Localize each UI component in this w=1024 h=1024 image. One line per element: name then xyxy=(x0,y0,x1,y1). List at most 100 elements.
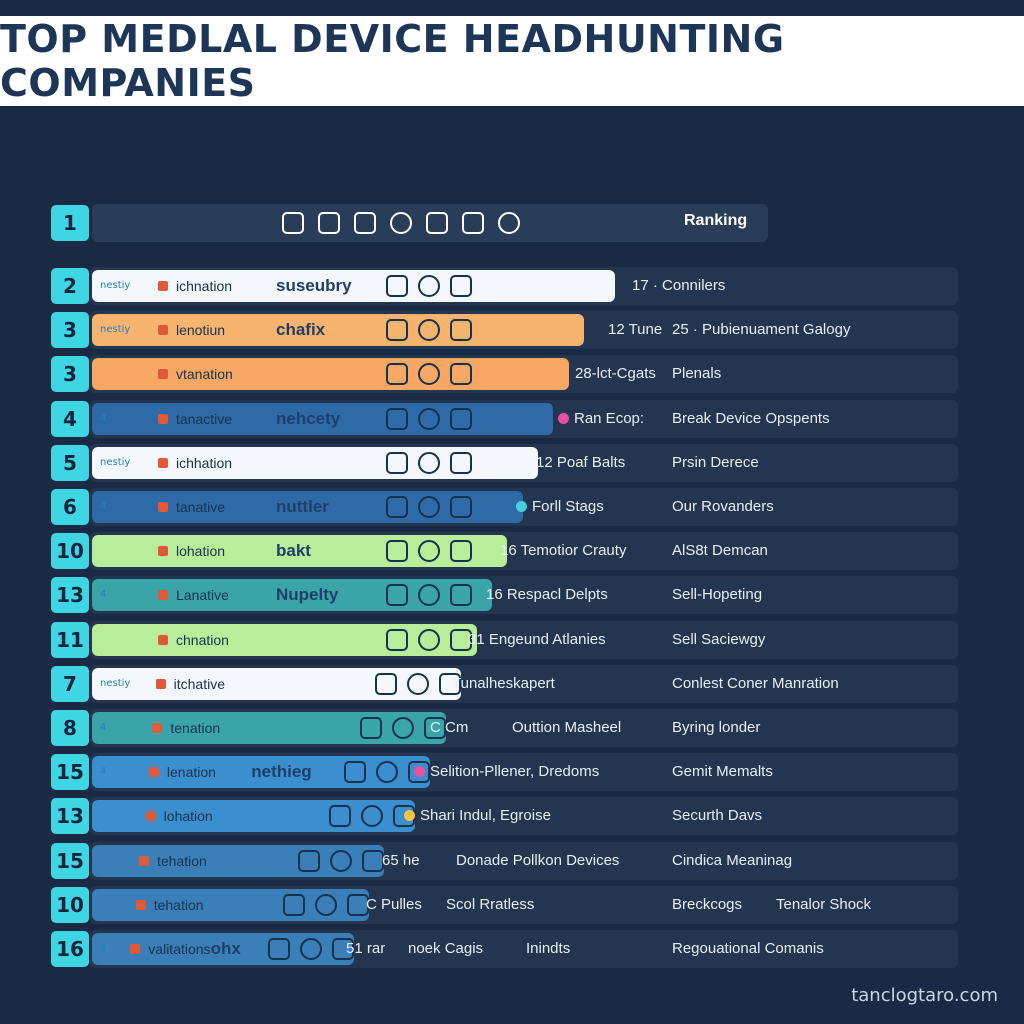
row-text: 25 · Pubienuament Galogy xyxy=(672,321,851,338)
row-text: 16 Respacl Delpts xyxy=(486,586,608,603)
medical-device-icon xyxy=(408,761,430,783)
row-annotation: Cindica Meaninag xyxy=(672,852,792,869)
bar-label: ichnation xyxy=(176,278,233,294)
bar-marker-icon xyxy=(158,590,168,600)
bar-label: tanactive xyxy=(176,411,233,427)
bar-marker-icon xyxy=(138,856,149,866)
row-annotation: Scol Rratless xyxy=(446,896,534,913)
row-text: 16 Temotior Crauty xyxy=(500,542,627,559)
row-annotation: 17 · Connilers xyxy=(632,277,725,294)
medical-device-icon xyxy=(360,717,382,739)
bar-label: lohation xyxy=(163,808,213,824)
bar-icons xyxy=(329,805,415,827)
medical-device-icon xyxy=(386,275,408,297)
row-annotation: C Pulles xyxy=(366,896,422,913)
bar-company-name: bakt xyxy=(276,541,311,560)
medical-device-icon xyxy=(386,408,408,430)
bar-marker-icon xyxy=(158,546,168,556)
medical-device-icon xyxy=(418,540,440,562)
row-annotation: Byring londer xyxy=(672,719,760,736)
medical-device-icon xyxy=(344,761,366,783)
row-annotation: 12 Poaf Balts xyxy=(536,454,625,471)
bar-label: tanative xyxy=(176,499,226,515)
row-annotation: Our Rovanders xyxy=(672,498,774,515)
bar: nestiy ichnation suseubry xyxy=(92,270,615,302)
bar: nestiy ichhation xyxy=(92,447,538,479)
rank-badge: 13 xyxy=(51,577,89,613)
row-annotation: Conlest Coner Manration xyxy=(672,675,839,692)
row-text: Scol Rratless xyxy=(446,896,535,913)
medical-device-icon xyxy=(418,363,440,385)
medical-device-icon xyxy=(450,496,472,518)
row-text: Break Device Opspents xyxy=(672,410,830,427)
row-annotation: Ran Ecop: xyxy=(558,410,644,427)
row-annotation: C Cm xyxy=(430,719,468,736)
bar-marker-icon xyxy=(158,414,168,424)
row-annotation: Outtion Masheel xyxy=(512,719,621,736)
bar-icons xyxy=(386,275,472,297)
medical-device-icon xyxy=(424,717,446,739)
bar: 4 valitations ohx xyxy=(92,933,354,965)
bar-brand: nestiy xyxy=(100,324,131,335)
pin-icon xyxy=(404,810,415,821)
medical-device-icon xyxy=(376,761,398,783)
bar-brand: 4 xyxy=(100,501,107,512)
header-icons xyxy=(282,206,520,240)
bar-label: lenotiun xyxy=(176,322,226,338)
bar-icons xyxy=(386,452,472,474)
bar-label: itchative xyxy=(173,676,225,692)
rank-badge: 8 xyxy=(51,710,89,746)
bar-brand: 4 xyxy=(100,413,107,424)
row-annotation: Inindts xyxy=(526,940,570,957)
bar-brand: nestiy xyxy=(100,678,131,689)
bar: tehation xyxy=(92,845,384,877)
top-strip xyxy=(0,0,1024,16)
bar-brand: nestiy xyxy=(100,280,131,291)
rank-badge: 10 xyxy=(51,887,89,923)
row-annotation: Shari Indul, Egroise xyxy=(404,807,551,824)
bar-label: vtanation xyxy=(176,366,233,382)
title-band: Top Medlal Device Headhunting Companies xyxy=(0,16,1024,106)
rank-badge: 5 xyxy=(51,445,89,481)
medical-device-icon xyxy=(450,363,472,385)
rank-badge: 16 xyxy=(51,931,89,967)
bar-label: tenation xyxy=(170,720,221,736)
medical-device-icon xyxy=(386,319,408,341)
medical-device-icon xyxy=(450,629,472,651)
row-text: Ran Ecop: xyxy=(574,410,645,427)
row-text: AlS8t Demcan xyxy=(672,542,768,559)
bar-company-name: nethieg xyxy=(251,762,312,781)
medical-device-icon xyxy=(386,452,408,474)
row-annotation: AlS8t Demcan xyxy=(672,542,768,559)
tree-icon xyxy=(354,212,376,234)
bar: 4 tanative nuttler xyxy=(92,491,523,523)
bar-label: valitations xyxy=(148,941,211,957)
bar-company-name: nuttler xyxy=(276,497,329,516)
medical-device-icon xyxy=(418,408,440,430)
row-text: C Cm xyxy=(430,719,469,736)
medical-device-icon xyxy=(450,452,472,474)
bar-brand: 4 xyxy=(100,766,107,777)
bar-company-name: suseubry xyxy=(276,276,352,295)
medical-device-icon xyxy=(418,452,440,474)
row-text: C Pulles xyxy=(366,896,422,913)
chart-title: Top Medlal Device Headhunting Companies xyxy=(0,17,785,105)
row-text: 31 Engeund Atlanies xyxy=(468,631,606,648)
medical-device-icon xyxy=(375,673,397,695)
medical-device-icon xyxy=(361,805,384,827)
medical-device-icon xyxy=(300,938,322,960)
watermark: tanclogtaro.com xyxy=(851,985,998,1006)
bar-marker-icon xyxy=(158,458,168,468)
rank-badge: 7 xyxy=(51,666,89,702)
row-text: Breckcogs xyxy=(672,896,743,913)
bar-icons xyxy=(386,496,472,518)
rank-badge: 15 xyxy=(51,754,89,790)
stethoscope-icon xyxy=(390,212,412,234)
rank-badge: 2 xyxy=(51,268,89,304)
rank-badge: 15 xyxy=(51,843,89,879)
row-text: Our Rovanders xyxy=(672,498,774,515)
medical-device-icon xyxy=(332,938,354,960)
row-annotation: 25 · Pubienuament Galogy xyxy=(672,321,850,338)
medical-device-icon xyxy=(298,850,320,872)
bar: lohation xyxy=(92,800,415,832)
